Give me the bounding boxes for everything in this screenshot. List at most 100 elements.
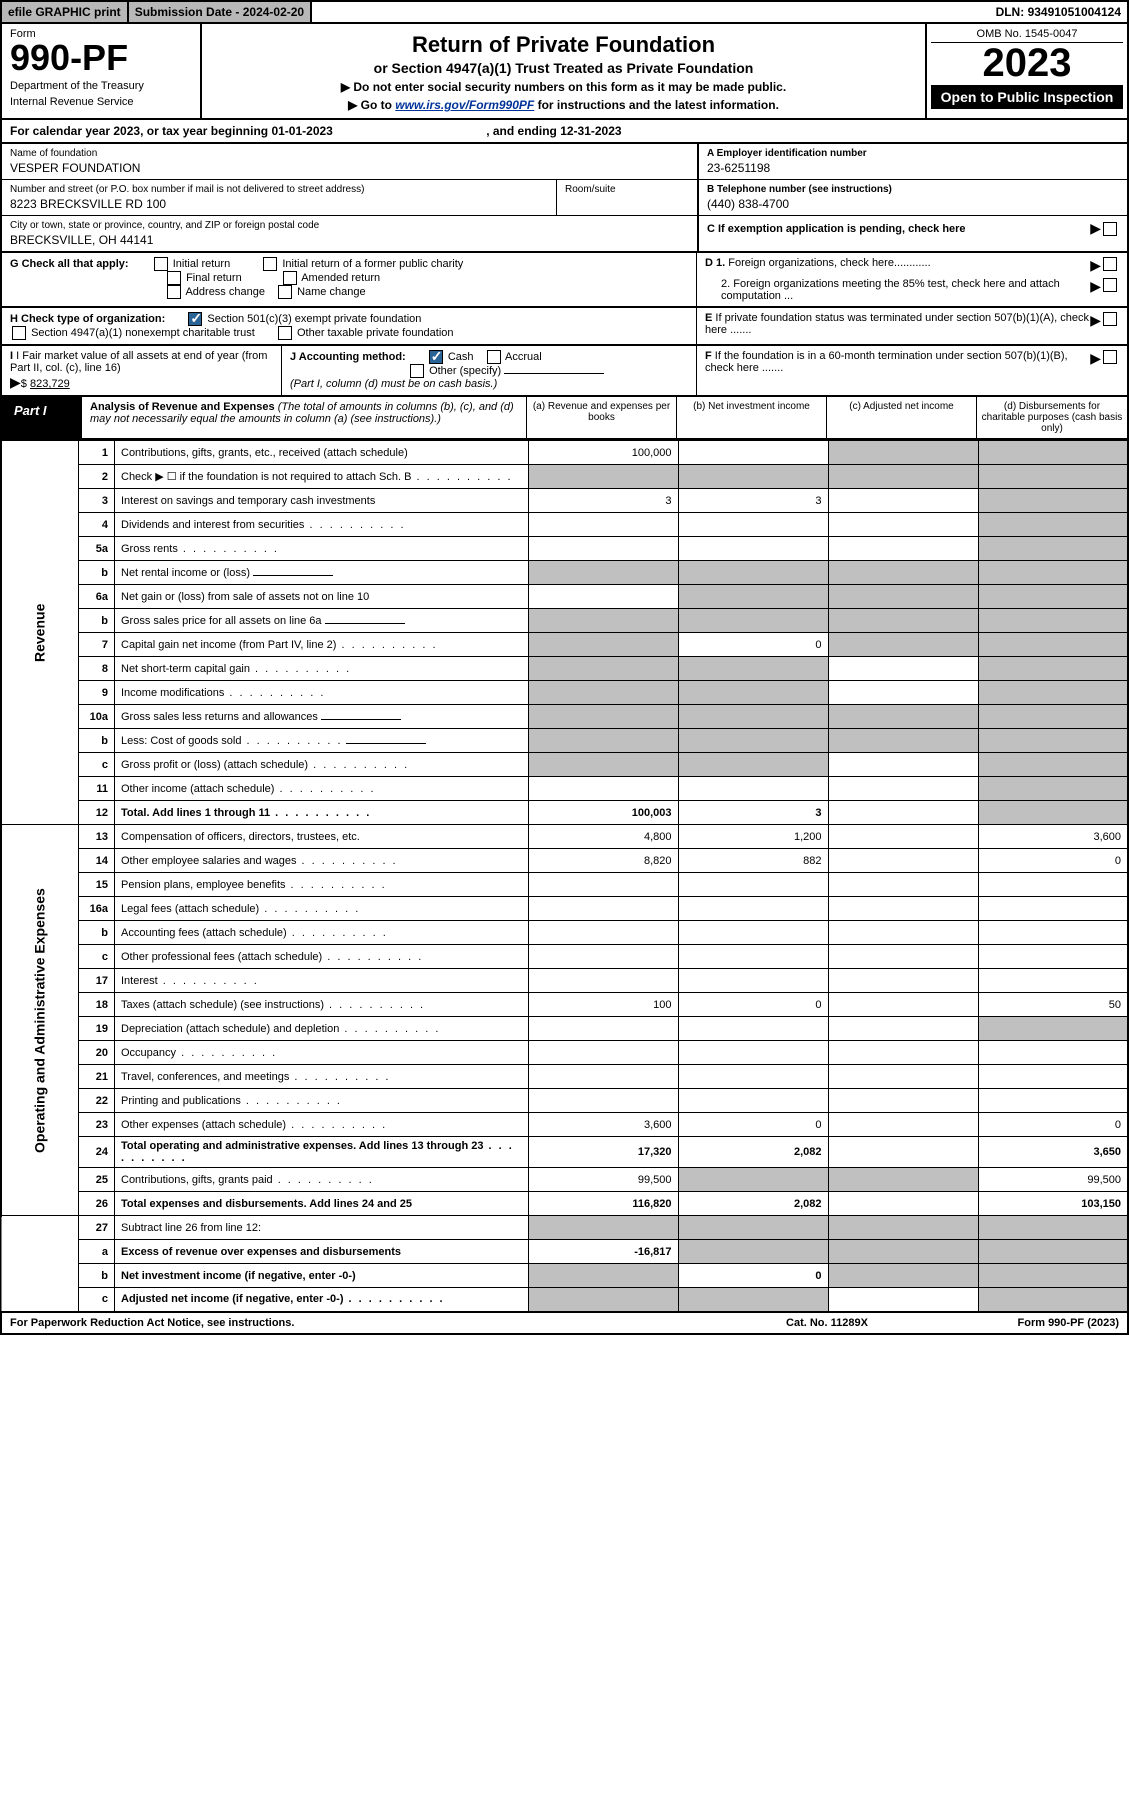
value-cell	[678, 609, 828, 633]
i-j-f-row: I I Fair market value of all assets at e…	[0, 346, 1129, 397]
line-description: Net gain or (loss) from sale of assets n…	[115, 585, 529, 609]
line-number: 19	[79, 1017, 115, 1041]
value-cell	[828, 561, 978, 585]
checkbox-d1[interactable]	[1103, 257, 1117, 271]
value-cell	[678, 537, 828, 561]
checkbox-address-change[interactable]	[167, 285, 181, 299]
value-cell	[828, 657, 978, 681]
value-cell	[978, 1065, 1128, 1089]
value-cell: 3	[678, 801, 828, 825]
value-cell	[978, 705, 1128, 729]
checkbox-501c3[interactable]	[188, 312, 202, 326]
value-cell	[678, 729, 828, 753]
line-number: b	[79, 561, 115, 585]
line-description: Interest	[115, 969, 529, 993]
checkbox-f[interactable]	[1103, 350, 1117, 364]
checkbox-cash[interactable]	[429, 350, 443, 364]
top-bar: efile GRAPHIC print Submission Date - 20…	[0, 0, 1129, 24]
value-cell	[678, 921, 828, 945]
col-c-header: (c) Adjusted net income	[827, 397, 977, 438]
table-row: 18Taxes (attach schedule) (see instructi…	[1, 993, 1128, 1017]
line-description: Total expenses and disbursements. Add li…	[115, 1192, 529, 1216]
checkbox-final-return[interactable]	[167, 271, 181, 285]
line-description: Net investment income (if negative, ente…	[115, 1264, 529, 1288]
value-cell: 3,600	[978, 825, 1128, 849]
line-description: Capital gain net income (from Part IV, l…	[115, 633, 529, 657]
tax-year: 2023	[931, 43, 1123, 83]
value-cell	[978, 1264, 1128, 1288]
line-description: Contributions, gifts, grants, etc., rece…	[115, 441, 529, 465]
checkbox-other-taxable[interactable]	[278, 326, 292, 340]
value-cell	[528, 465, 678, 489]
checkbox-initial-former[interactable]	[263, 257, 277, 271]
form-subtitle: or Section 4947(a)(1) Trust Treated as P…	[208, 60, 919, 76]
line-description: Travel, conferences, and meetings	[115, 1065, 529, 1089]
part1-label: Part I	[2, 397, 82, 438]
checkbox-e[interactable]	[1103, 312, 1117, 326]
line-description: Pension plans, employee benefits	[115, 873, 529, 897]
value-cell	[978, 1041, 1128, 1065]
line-number: 25	[79, 1168, 115, 1192]
value-cell	[528, 609, 678, 633]
line-number: 18	[79, 993, 115, 1017]
value-cell	[528, 729, 678, 753]
value-cell	[528, 681, 678, 705]
checkbox-name-change[interactable]	[278, 285, 292, 299]
value-cell	[828, 1192, 978, 1216]
line-number: 4	[79, 513, 115, 537]
line-number: 5a	[79, 537, 115, 561]
value-cell	[828, 897, 978, 921]
line-number: 12	[79, 801, 115, 825]
value-cell: 99,500	[978, 1168, 1128, 1192]
efile-label: efile GRAPHIC print	[2, 2, 129, 22]
checkbox-other-method[interactable]	[410, 364, 424, 378]
value-cell: 0	[978, 1113, 1128, 1137]
value-cell: -16,817	[528, 1240, 678, 1264]
part1-header: Part I Analysis of Revenue and Expenses …	[0, 397, 1129, 440]
line-number: c	[79, 1288, 115, 1312]
line-number: 8	[79, 657, 115, 681]
line-description: Dividends and interest from securities	[115, 513, 529, 537]
form990pf-link[interactable]: www.irs.gov/Form990PF	[395, 98, 534, 112]
value-cell	[978, 801, 1128, 825]
value-cell	[828, 681, 978, 705]
checkbox-accrual[interactable]	[487, 350, 501, 364]
value-cell	[828, 585, 978, 609]
checkbox-c[interactable]	[1103, 222, 1117, 236]
line-description: Other income (attach schedule)	[115, 777, 529, 801]
header-left: Form 990-PF Department of the Treasury I…	[2, 24, 202, 118]
checkbox-amended-return[interactable]	[283, 271, 297, 285]
checkbox-d2[interactable]	[1103, 278, 1117, 292]
table-row: cAdjusted net income (if negative, enter…	[1, 1288, 1128, 1312]
value-cell	[828, 1089, 978, 1113]
col-a-header: (a) Revenue and expenses per books	[527, 397, 677, 438]
table-row: cOther professional fees (attach schedul…	[1, 945, 1128, 969]
value-cell	[528, 585, 678, 609]
part1-desc: Analysis of Revenue and Expenses (The to…	[82, 397, 527, 438]
end-vlabel	[1, 1216, 79, 1312]
line-number: b	[79, 921, 115, 945]
value-cell	[978, 921, 1128, 945]
cat-no: Cat. No. 11289X	[727, 1313, 927, 1333]
value-cell	[528, 633, 678, 657]
table-row: 6aNet gain or (loss) from sale of assets…	[1, 585, 1128, 609]
value-cell	[978, 681, 1128, 705]
line-number: a	[79, 1240, 115, 1264]
value-cell	[678, 1041, 828, 1065]
value-cell	[828, 873, 978, 897]
value-cell: 50	[978, 993, 1128, 1017]
value-cell	[828, 921, 978, 945]
header-right: OMB No. 1545-0047 2023 Open to Public In…	[927, 24, 1127, 118]
opex-vlabel: Operating and Administrative Expenses	[1, 825, 79, 1216]
value-cell	[528, 1041, 678, 1065]
value-cell	[678, 753, 828, 777]
value-cell	[978, 489, 1128, 513]
checkbox-initial-return[interactable]	[154, 257, 168, 271]
checkbox-4947a1[interactable]	[12, 326, 26, 340]
city-cell: City or town, state or province, country…	[2, 216, 697, 251]
table-row: 24Total operating and administrative exp…	[1, 1137, 1128, 1168]
value-cell: 0	[978, 849, 1128, 873]
line-description: Subtract line 26 from line 12:	[115, 1216, 529, 1240]
h-box: H Check type of organization: Section 50…	[2, 308, 697, 344]
value-cell	[978, 897, 1128, 921]
